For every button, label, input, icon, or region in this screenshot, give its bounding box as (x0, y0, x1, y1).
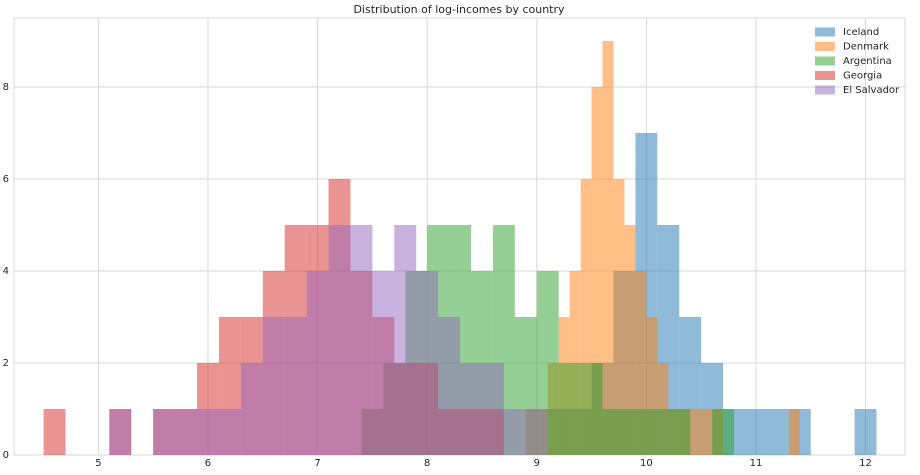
bar (613, 179, 625, 455)
bar (43, 409, 66, 455)
bar (460, 363, 482, 455)
bar (481, 363, 504, 455)
bar (109, 409, 132, 455)
legend-swatch (815, 27, 835, 37)
legend-label: El Salvador (843, 85, 900, 96)
legend-swatch (815, 42, 835, 51)
legend-label: Iceland (843, 27, 879, 38)
x-tick-label: 12 (859, 458, 872, 469)
chart-title: Distribution of log-incomes by country (353, 3, 565, 16)
x-tick-label: 6 (205, 458, 211, 469)
x-tick-label: 5 (95, 458, 101, 469)
bar (854, 409, 877, 455)
bar (602, 409, 625, 455)
bar (580, 363, 603, 455)
bar (668, 409, 691, 455)
bar (153, 409, 176, 455)
bar (328, 225, 351, 455)
y-tick-label: 6 (3, 174, 9, 185)
bar (646, 409, 669, 455)
x-tick-label: 11 (750, 458, 763, 469)
x-tick-label: 10 (640, 458, 653, 469)
bar (218, 409, 241, 455)
bar (416, 271, 439, 455)
y-tick-label: 2 (3, 358, 9, 369)
bar (350, 225, 373, 455)
bar (701, 409, 713, 455)
bar (624, 409, 647, 455)
bar (602, 41, 614, 455)
bar (525, 409, 548, 455)
bar (591, 87, 603, 455)
x-tick-label: 9 (534, 458, 540, 469)
legend-label: Georgia (843, 71, 882, 82)
bar (438, 317, 461, 455)
legend-swatch (815, 56, 835, 66)
bar (580, 179, 592, 455)
y-tick-label: 8 (3, 82, 9, 93)
bar (240, 363, 263, 455)
legend-label: Argentina (843, 56, 892, 67)
legend-swatch (815, 85, 835, 95)
bar (197, 409, 219, 455)
bar (372, 271, 395, 455)
legend-swatch (815, 71, 835, 80)
bar (284, 317, 307, 455)
bar (690, 409, 702, 455)
series (109, 225, 548, 455)
y-tick-label: 4 (3, 266, 9, 277)
bar (712, 409, 735, 455)
bar (788, 409, 800, 455)
bar (394, 225, 417, 455)
bar (175, 409, 198, 455)
y-tick-label: 0 (3, 450, 9, 461)
bar (744, 409, 767, 455)
x-tick-label: 8 (424, 458, 430, 469)
bar (646, 317, 658, 455)
bar (766, 409, 789, 455)
bar (503, 409, 526, 455)
bar (262, 317, 285, 455)
legend-label: Denmark (843, 42, 889, 53)
x-tick-label: 7 (314, 458, 320, 469)
bar (558, 363, 581, 455)
bar (635, 271, 647, 455)
bar (306, 271, 329, 455)
bar (624, 225, 636, 455)
